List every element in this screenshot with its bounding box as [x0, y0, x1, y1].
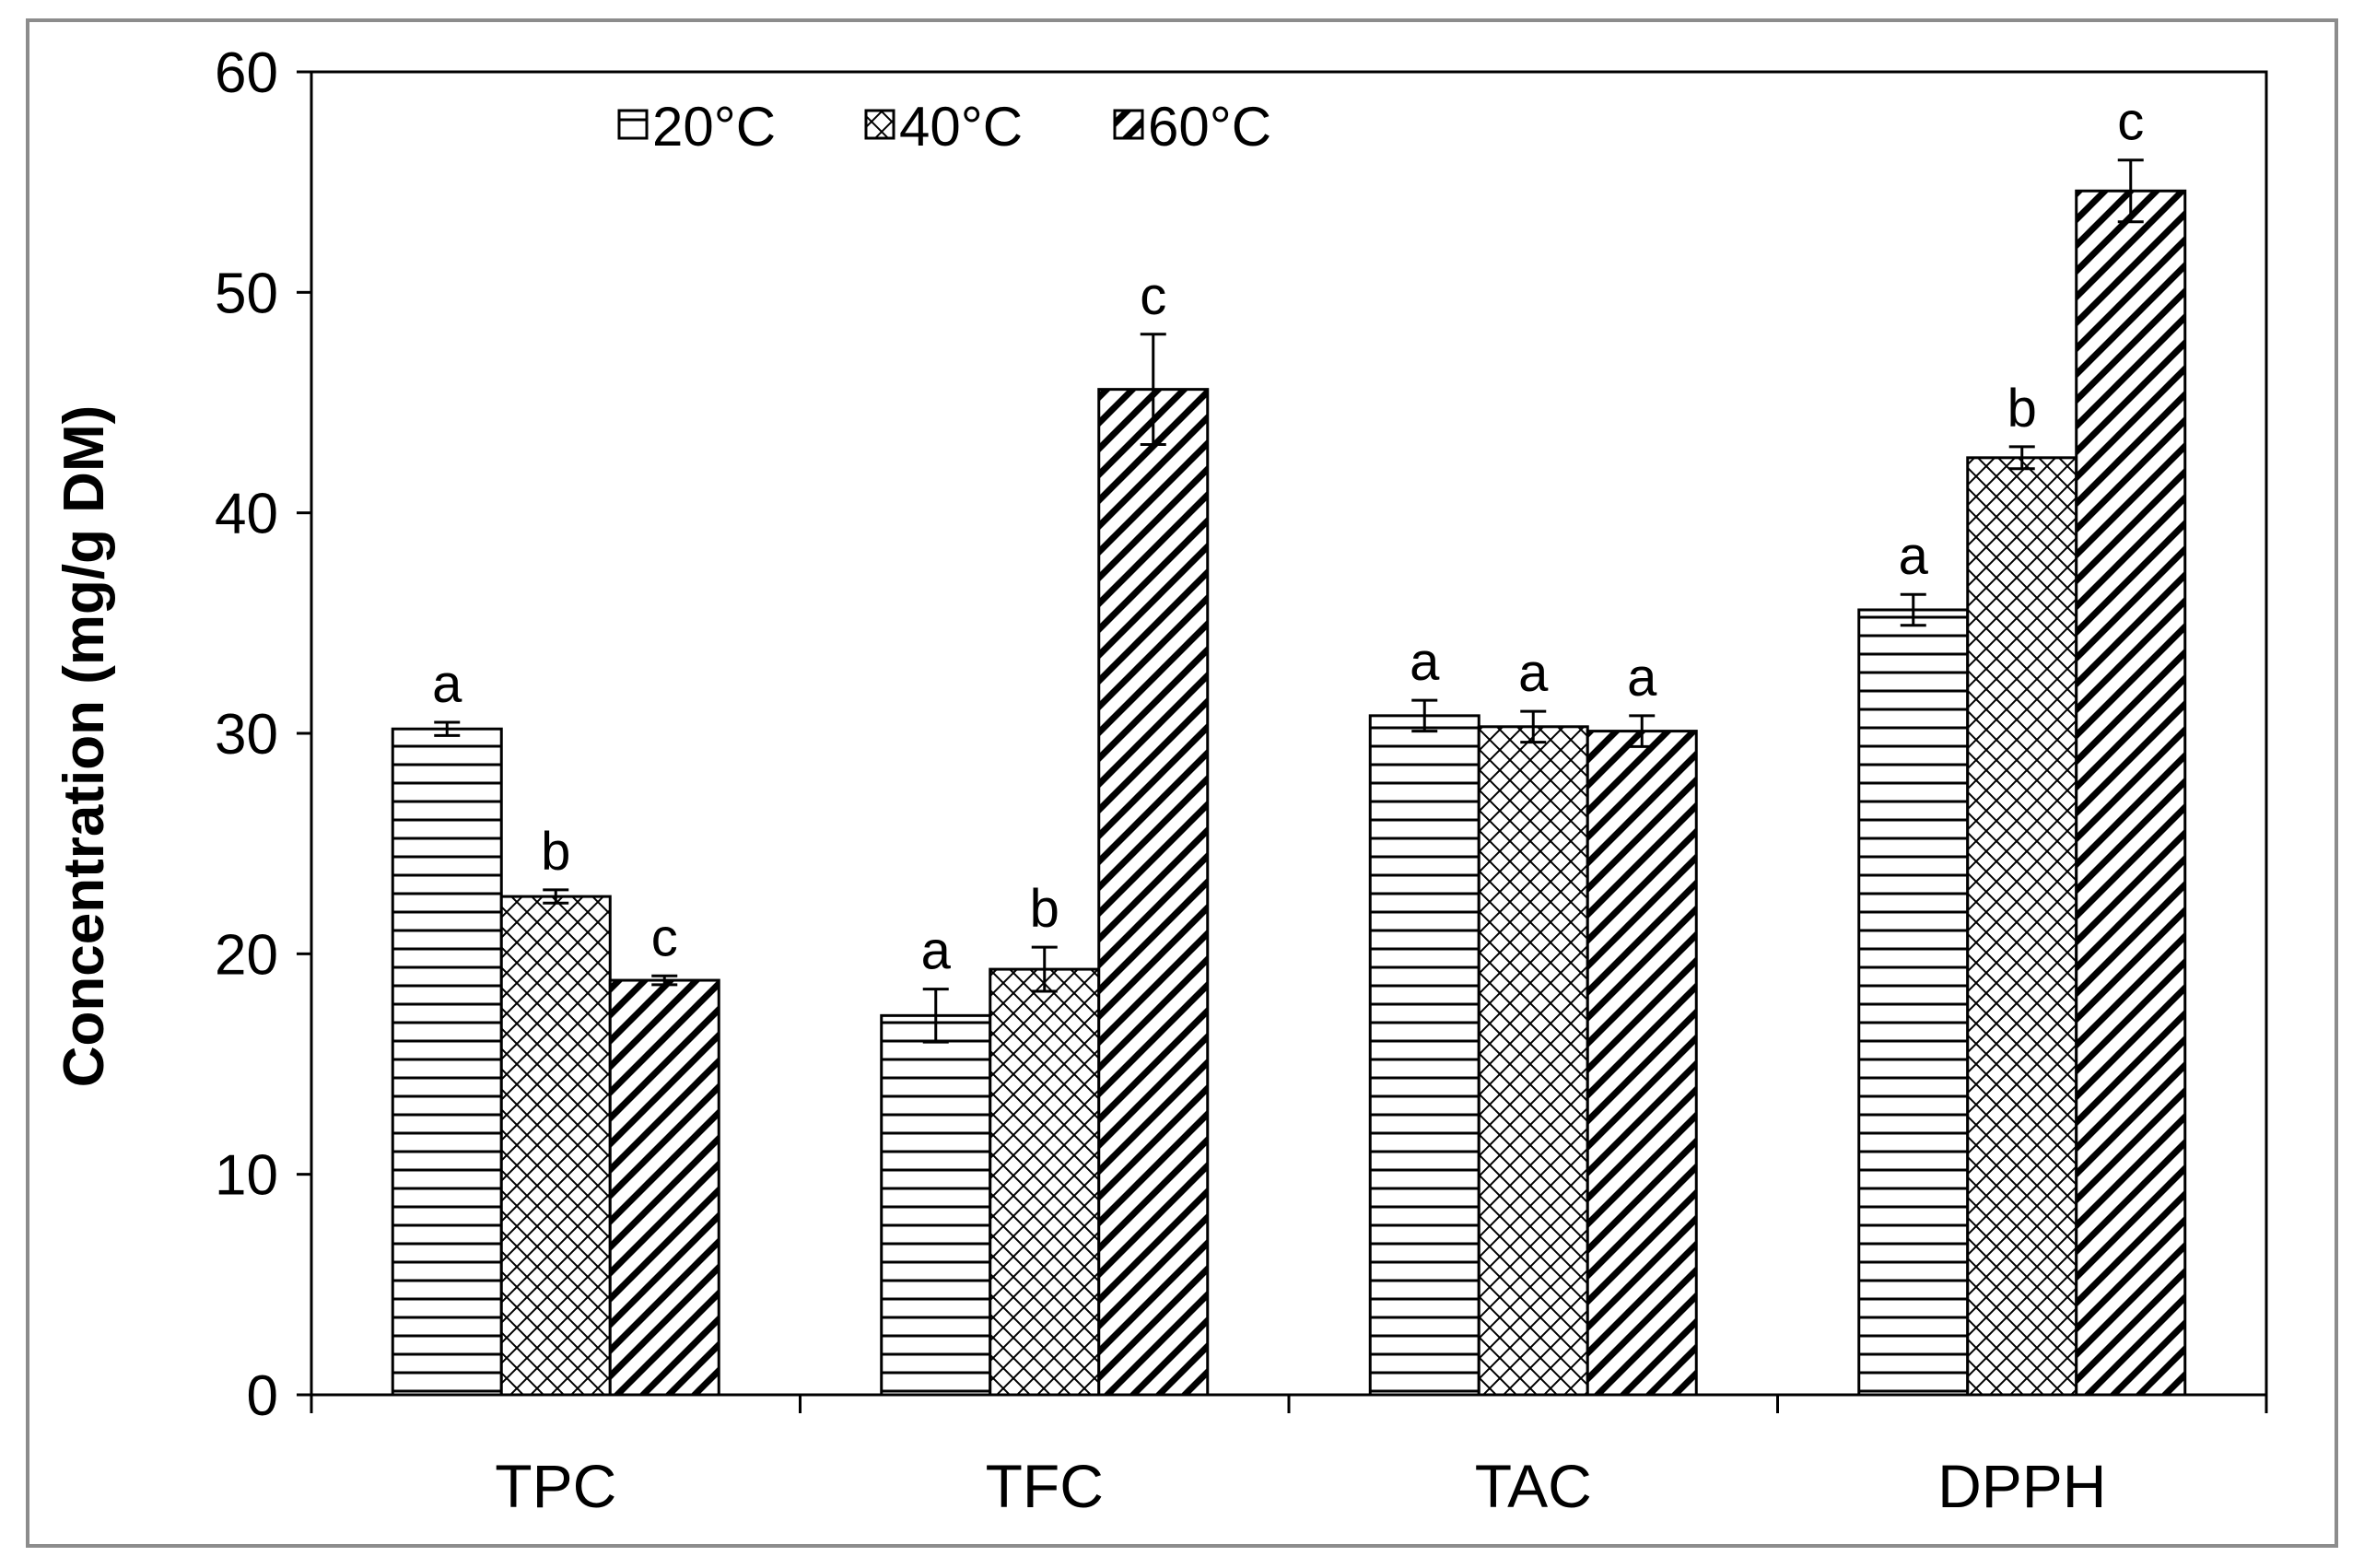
- significance-letter: a: [1410, 632, 1440, 692]
- significance-letter: c: [651, 907, 678, 967]
- y-tick-label: 0: [247, 1364, 278, 1428]
- bar: [1368, 714, 1480, 1397]
- x-category-label: TFC: [986, 1452, 1104, 1520]
- y-axis-title: Concentration (mg/g DM): [53, 405, 116, 1088]
- y-tick-label: 10: [215, 1144, 278, 1208]
- legend: 20°C 40°C 60°C: [617, 96, 1271, 158]
- x-category-label: TPC: [495, 1452, 616, 1520]
- significance-letter: b: [541, 822, 570, 882]
- bar: [608, 978, 720, 1397]
- x-category-label: TAC: [1475, 1452, 1592, 1520]
- y-tick-label: 30: [215, 703, 278, 766]
- bar: [989, 967, 1101, 1397]
- legend-label: 20°C: [652, 96, 776, 158]
- significance-letter: a: [432, 654, 462, 714]
- legend-swatch: [617, 109, 649, 140]
- x-category-label: DPPH: [1937, 1452, 2106, 1520]
- y-tick-label: 20: [215, 923, 278, 987]
- significance-letter: a: [1518, 643, 1549, 703]
- significance-letter: a: [1899, 526, 1929, 586]
- plot-area: [297, 70, 2268, 1413]
- legend-label: 60°C: [1148, 96, 1271, 158]
- significance-letter: a: [921, 921, 952, 981]
- bar: [1966, 456, 2078, 1397]
- bar: [2075, 189, 2187, 1397]
- significance-letter: a: [1627, 648, 1657, 708]
- significance-letter: b: [1030, 879, 1059, 939]
- significance-letter: c: [1140, 266, 1166, 326]
- legend-label: 40°C: [899, 96, 1023, 158]
- bar: [1477, 725, 1589, 1397]
- legend-swatch: [1113, 109, 1144, 140]
- y-tick-label: 40: [215, 483, 278, 546]
- bars-layer: [391, 158, 2187, 1397]
- bar: [391, 727, 503, 1397]
- bar: [1857, 608, 1970, 1397]
- significance-letter: b: [2007, 379, 2037, 439]
- y-tick-label: 60: [215, 41, 278, 105]
- labels-layer: 0 10 20 30 40 50 60 TPC TFC TAC DPPH a a a a b b a b c c a c: [215, 41, 2144, 1520]
- bar: [499, 895, 612, 1397]
- bar: [1097, 388, 1210, 1397]
- bar: [1586, 730, 1698, 1397]
- legend-swatch: [864, 109, 895, 140]
- significance-letter: c: [2117, 92, 2144, 152]
- y-tick-label: 50: [215, 262, 278, 325]
- bar: [880, 1013, 992, 1397]
